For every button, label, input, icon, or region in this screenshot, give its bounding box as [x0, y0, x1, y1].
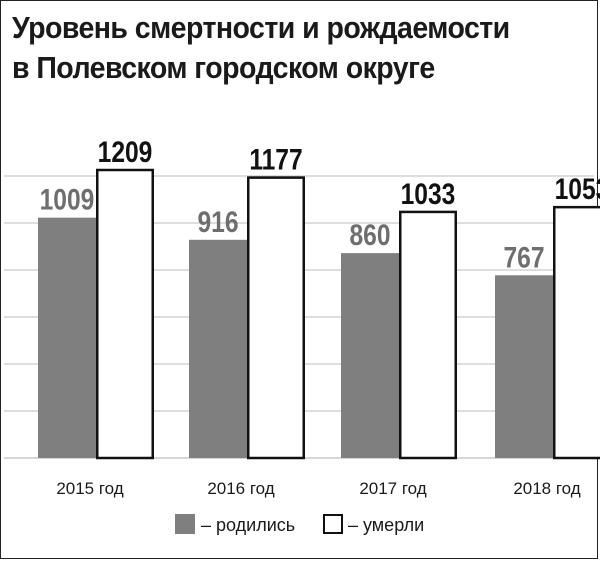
chart-title: Уровень смертности и рождаемости в Полев… [12, 8, 542, 88]
value-label-died: 1033 [401, 177, 456, 211]
x-tick-label: 2017 год [359, 479, 426, 498]
x-tick-label: 2015 год [56, 479, 123, 498]
legend: – родились – умерли [175, 514, 424, 535]
value-label-died: 1177 [249, 142, 302, 176]
legend-label-born: – родились [201, 515, 295, 535]
bars [38, 168, 600, 460]
x-tick-label: 2018 год [513, 479, 580, 498]
value-label-died: 1053 [555, 172, 600, 206]
x-axis-labels: 2015 год 2016 год 2017 год 2018 год [56, 479, 580, 498]
value-label-born: 1009 [40, 182, 95, 216]
value-label-born: 860 [349, 218, 390, 252]
legend-swatch-died [323, 514, 343, 534]
bar-died [96, 168, 154, 460]
chart-title-line-2: в Полевском городском округе [12, 50, 435, 85]
bar-born [38, 217, 96, 458]
x-tick-label: 2016 год [207, 479, 274, 498]
bar-died [247, 176, 305, 460]
value-label-born: 767 [503, 240, 544, 274]
chart-title-line-1: Уровень смертности и рождаемости [12, 10, 510, 45]
legend-label-died: – умерли [348, 515, 424, 535]
bar-born [189, 239, 247, 458]
value-label-born: 916 [197, 204, 238, 238]
legend-swatch-born [175, 514, 195, 534]
bar-born [495, 275, 553, 458]
bar-died [553, 205, 600, 460]
bar-died [399, 210, 457, 460]
value-label-died: 1209 [98, 135, 153, 169]
bar-born [341, 253, 399, 458]
